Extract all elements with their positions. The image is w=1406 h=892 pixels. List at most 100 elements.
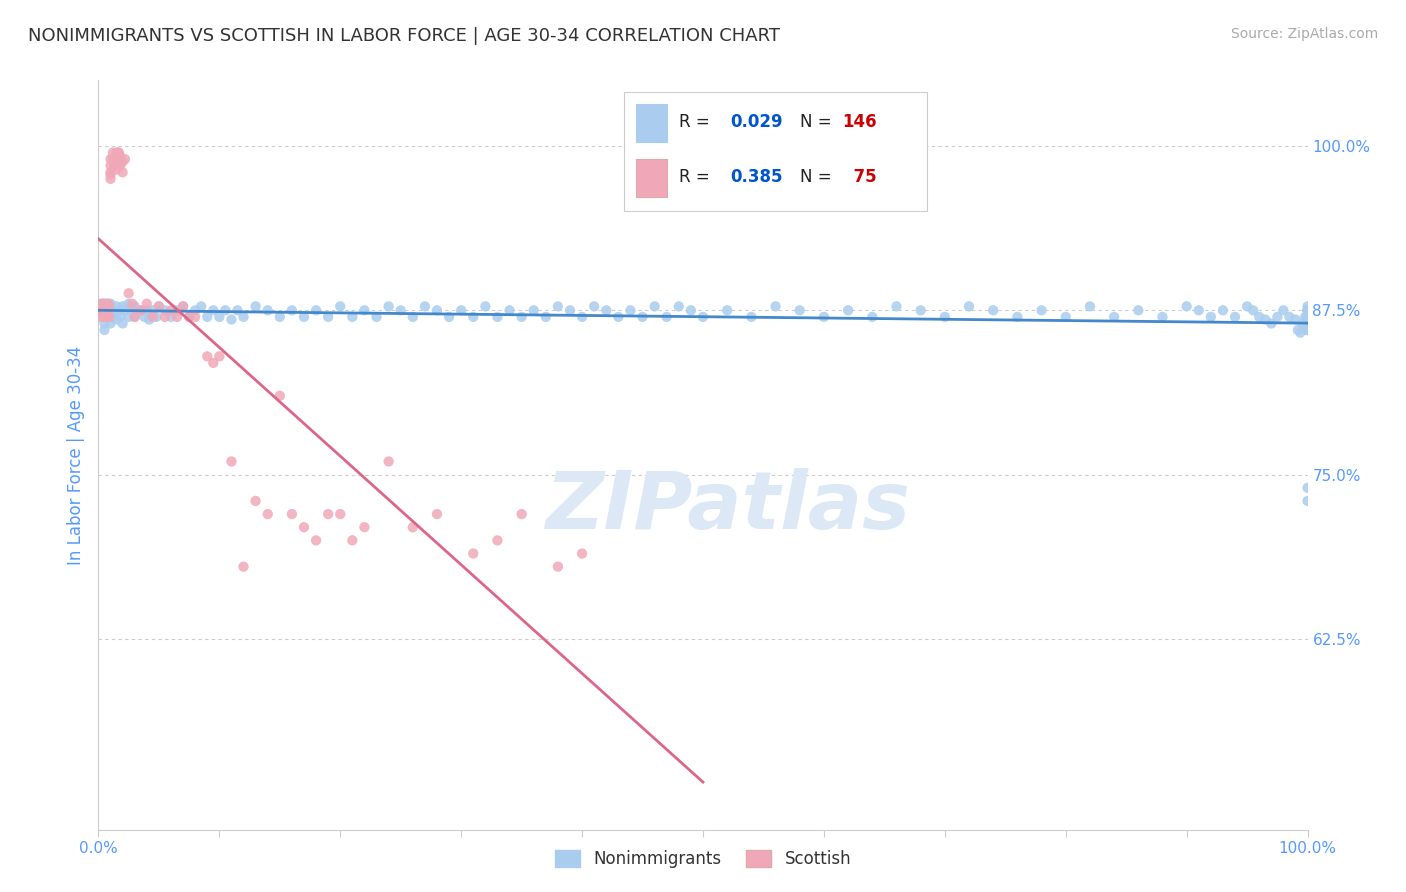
Point <box>100 168 122 182</box>
Point <box>934 310 956 324</box>
Point <box>1296 310 1319 324</box>
Point <box>208 349 231 363</box>
Point <box>619 303 641 318</box>
Point <box>377 454 399 468</box>
Point <box>94 307 117 321</box>
Point <box>413 299 436 313</box>
Point <box>886 299 908 313</box>
Point <box>91 297 114 311</box>
Point <box>1241 303 1264 318</box>
Point <box>97 303 120 318</box>
Point <box>292 520 315 534</box>
Point <box>226 303 249 318</box>
Point <box>426 507 449 521</box>
Point <box>101 145 124 160</box>
Point <box>91 297 114 311</box>
Point <box>402 310 425 324</box>
Point <box>100 159 122 173</box>
Point <box>558 303 581 318</box>
Point <box>1296 303 1319 318</box>
Point <box>329 299 352 313</box>
Point <box>1152 310 1174 324</box>
Point <box>100 172 122 186</box>
Point <box>104 152 127 166</box>
Point <box>1286 323 1309 337</box>
Point <box>121 303 143 318</box>
Point <box>1296 320 1319 334</box>
Point <box>655 310 678 324</box>
Point <box>329 507 352 521</box>
Point <box>103 159 125 173</box>
Point <box>1296 310 1319 324</box>
Point <box>1128 303 1150 318</box>
Point <box>692 310 714 324</box>
Point <box>631 310 654 324</box>
Point <box>172 299 194 313</box>
Point <box>1102 310 1125 324</box>
Point <box>96 299 118 313</box>
Point <box>101 152 124 166</box>
Point <box>498 303 520 318</box>
Text: NONIMMIGRANTS VS SCOTTISH IN LABOR FORCE | AGE 30-34 CORRELATION CHART: NONIMMIGRANTS VS SCOTTISH IN LABOR FORCE… <box>28 27 780 45</box>
Point <box>1296 303 1319 318</box>
Point <box>166 310 188 324</box>
Point <box>813 310 835 324</box>
Point <box>153 303 176 318</box>
Point <box>108 154 131 169</box>
Point <box>1296 494 1319 508</box>
Point <box>910 303 932 318</box>
Point <box>789 303 811 318</box>
Point <box>138 312 160 326</box>
Point <box>100 152 122 166</box>
Y-axis label: In Labor Force | Age 30-34: In Labor Force | Age 30-34 <box>66 345 84 565</box>
Point <box>305 303 328 318</box>
Point <box>94 297 117 311</box>
Point <box>100 303 122 318</box>
Point <box>118 286 141 301</box>
Point <box>1296 303 1319 318</box>
Point <box>111 165 134 179</box>
Point <box>1260 317 1282 331</box>
Point <box>860 310 883 324</box>
Point <box>105 152 128 166</box>
Point <box>145 310 167 324</box>
Point <box>269 310 291 324</box>
Point <box>97 297 120 311</box>
Point <box>184 303 207 318</box>
Point <box>1296 310 1319 324</box>
Point <box>547 559 569 574</box>
Point <box>510 507 533 521</box>
Point <box>644 299 666 313</box>
Point <box>105 145 128 160</box>
Point <box>101 303 124 318</box>
Point <box>96 310 118 324</box>
Point <box>100 317 122 331</box>
Point <box>121 297 143 311</box>
Point <box>1278 310 1301 324</box>
Point <box>118 297 141 311</box>
Point <box>1284 312 1306 326</box>
Point <box>1296 312 1319 326</box>
Point <box>104 159 127 173</box>
Point <box>426 303 449 318</box>
Point <box>1289 326 1312 340</box>
Point <box>135 303 157 318</box>
Point <box>93 299 115 313</box>
Point <box>342 533 364 548</box>
Point <box>153 310 176 324</box>
Point <box>1296 310 1319 324</box>
Point <box>91 307 114 321</box>
Point <box>1296 303 1319 318</box>
Legend: Nonimmigrants, Scottish: Nonimmigrants, Scottish <box>548 843 858 875</box>
Point <box>124 310 146 324</box>
Point <box>105 299 128 313</box>
Point <box>90 303 112 318</box>
Point <box>166 303 188 318</box>
Point <box>305 533 328 548</box>
Point <box>1223 310 1246 324</box>
Point <box>142 310 165 324</box>
Point <box>97 310 120 324</box>
Point <box>595 303 617 318</box>
Point <box>232 559 254 574</box>
Point <box>90 297 112 311</box>
